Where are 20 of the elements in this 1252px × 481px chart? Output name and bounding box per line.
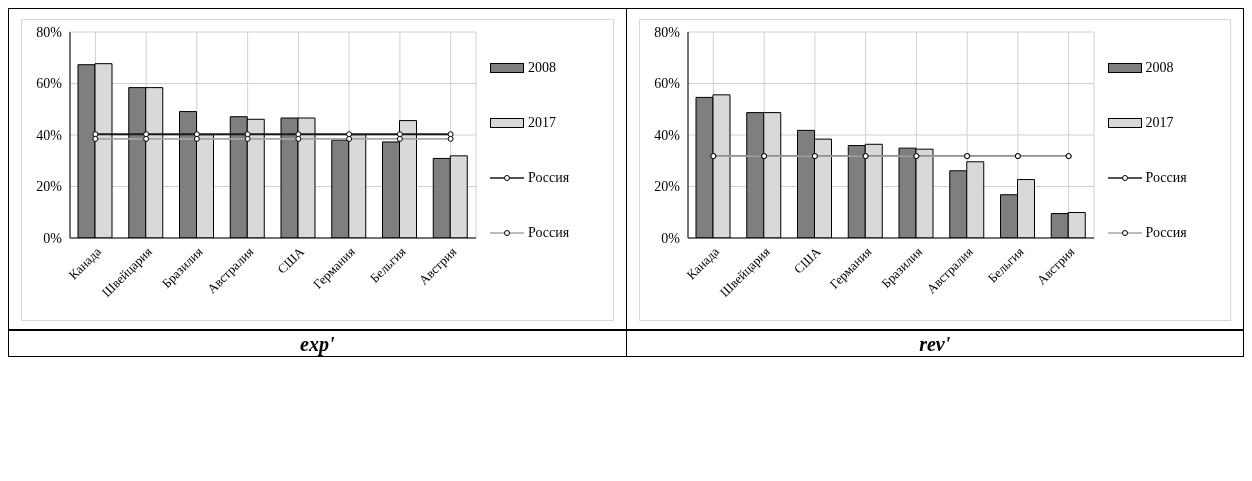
legend-label: Россия bbox=[1145, 169, 1187, 186]
y-tick-label: 20% bbox=[36, 179, 63, 195]
y-tick-label: 0% bbox=[660, 230, 680, 246]
y-tick-label: 40% bbox=[36, 127, 63, 143]
y-tick-label: 20% bbox=[653, 179, 680, 195]
y-tick-label: 0% bbox=[43, 230, 63, 246]
legend-label: Россия bbox=[1145, 224, 1187, 241]
y-tick-label: 80% bbox=[653, 24, 680, 40]
legend-label: 2008 bbox=[1145, 59, 1174, 76]
text: rev' bbox=[919, 333, 951, 355]
legend-label: 2017 bbox=[1145, 114, 1174, 131]
text: exp' bbox=[300, 333, 335, 355]
y-tick-label: 60% bbox=[653, 76, 680, 92]
legend-label: 2008 bbox=[528, 59, 556, 76]
legend-label: Россия bbox=[528, 224, 570, 241]
y-tick-label: 60% bbox=[36, 76, 63, 92]
y-tick-label: 80% bbox=[36, 24, 63, 40]
y-tick-label: 40% bbox=[653, 127, 680, 143]
legend-label: Россия bbox=[528, 169, 570, 186]
legend-label: 2017 bbox=[528, 114, 556, 131]
